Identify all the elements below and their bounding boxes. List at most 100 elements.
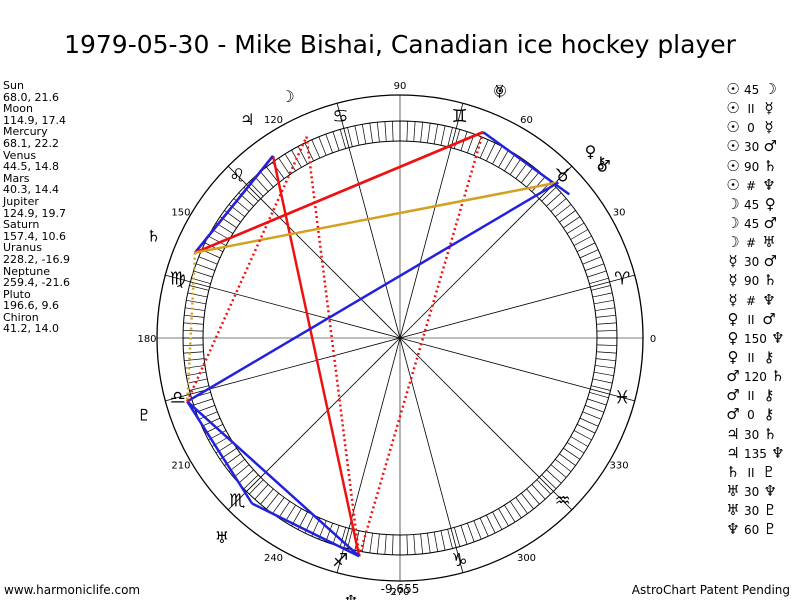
aspect-row: ♆ 60 ♇ bbox=[725, 520, 800, 539]
footer-website[interactable]: www.harmoniclife.com bbox=[4, 583, 141, 597]
position-value-uranus: 228.2, -16.9 bbox=[3, 252, 70, 266]
degree-tick bbox=[183, 322, 204, 325]
position-name-saturn: Saturn bbox=[3, 218, 40, 232]
aspect-planet-1: ♂ bbox=[726, 405, 740, 424]
aspect-row: ♅ 30 ♆ bbox=[725, 482, 800, 501]
aspect-planet-2: ⚷ bbox=[763, 386, 775, 405]
zodiac-sign-icon: ♏ bbox=[229, 491, 245, 512]
aspect-line bbox=[251, 502, 360, 558]
aspect-planet-2: ♄ bbox=[763, 271, 777, 290]
degree-label: 330 bbox=[610, 461, 629, 472]
degree-tick bbox=[184, 314, 205, 318]
aspect-type: 90 bbox=[744, 159, 760, 174]
aspect-row: ☉ II ☿ bbox=[725, 99, 800, 118]
degree-tick bbox=[193, 398, 213, 406]
aspect-planet-2: ♆ bbox=[771, 328, 785, 347]
degree-tick bbox=[339, 129, 347, 149]
degree-tick bbox=[406, 121, 408, 142]
position-name-uranus: Uranus bbox=[3, 241, 42, 255]
degree-tick bbox=[260, 488, 274, 505]
position-value-moon: 114.9, 17.4 bbox=[3, 113, 66, 127]
degree-tick bbox=[595, 307, 615, 311]
aspect-planet-2: ☽ bbox=[763, 80, 777, 98]
sign-spoke bbox=[336, 337, 401, 573]
aspect-line bbox=[194, 155, 274, 254]
degree-tick bbox=[589, 391, 609, 399]
degree-tick bbox=[260, 171, 274, 188]
position-name-pluto: Pluto bbox=[3, 287, 31, 301]
degree-tick bbox=[573, 235, 592, 246]
sign-spoke bbox=[165, 274, 401, 339]
aspect-planet-1: ♄ bbox=[726, 462, 740, 481]
position-value-pluto: 196.6, 9.6 bbox=[3, 299, 59, 313]
aspect-planet-1: ☉ bbox=[726, 118, 740, 137]
degree-tick bbox=[526, 488, 540, 505]
aspect-type: 135 bbox=[744, 446, 767, 461]
degree-tick bbox=[272, 497, 285, 514]
aspect-planet-1: ♃ bbox=[726, 443, 740, 462]
degree-tick bbox=[591, 285, 611, 291]
aspect-planet-1: ♂ bbox=[726, 386, 740, 405]
sign-spoke bbox=[399, 337, 573, 511]
sign-spoke bbox=[165, 337, 401, 402]
degree-tick bbox=[318, 136, 327, 156]
position-value-saturn: 157.4, 10.6 bbox=[3, 229, 66, 243]
sign-spoke bbox=[336, 103, 401, 339]
aspect-row: ☽ 45 ♂ bbox=[725, 214, 800, 233]
degree-tick bbox=[189, 385, 209, 391]
degree-tick bbox=[369, 123, 373, 143]
degree-tick bbox=[186, 371, 207, 377]
zodiac-sign-icon: ♌ bbox=[229, 165, 245, 186]
zodiac-sign-icon: ♈ bbox=[614, 268, 630, 289]
planet-mars-icon: ♂ bbox=[596, 156, 610, 175]
aspect-type: 150 bbox=[744, 331, 767, 346]
degree-tick bbox=[550, 198, 567, 212]
aspect-planet-2: ⚷ bbox=[763, 347, 775, 366]
degree-tick bbox=[447, 529, 453, 549]
aspect-planet-2: ♄ bbox=[763, 424, 777, 443]
aspect-type: 120 bbox=[744, 370, 767, 385]
degree-tick bbox=[433, 531, 439, 552]
aspect-row: ☉ # ♆ bbox=[725, 176, 800, 195]
degree-tick bbox=[596, 330, 617, 332]
degree-tick bbox=[521, 166, 534, 183]
zodiac-sign-icon: ♐ bbox=[332, 550, 348, 571]
zodiac-sign-icon: ♎ bbox=[170, 388, 186, 409]
zodiac-sign-icon: ♒ bbox=[555, 491, 571, 512]
degree-label: 270 bbox=[390, 587, 409, 598]
degree-label: 60 bbox=[520, 115, 533, 126]
position-name-chiron: Chiron bbox=[3, 310, 39, 324]
degree-tick bbox=[504, 153, 516, 172]
degree-tick bbox=[509, 501, 522, 519]
aspect-type: 90 bbox=[744, 274, 760, 289]
sign-spoke bbox=[399, 165, 573, 339]
degree-tick bbox=[479, 139, 489, 159]
sign-spoke bbox=[399, 337, 635, 402]
degree-tick bbox=[509, 157, 522, 175]
degree-tick bbox=[243, 474, 259, 489]
degree-tick bbox=[208, 235, 227, 246]
degree-tick bbox=[579, 417, 599, 427]
degree-label: 90 bbox=[394, 81, 407, 92]
aspect-planet-2: ♆ bbox=[763, 481, 777, 500]
degree-tick bbox=[595, 314, 616, 318]
degree-tick bbox=[184, 358, 205, 362]
degree-tick bbox=[347, 127, 353, 147]
degree-tick bbox=[392, 121, 394, 142]
aspect-row: ☉ 0 ☿ bbox=[725, 118, 800, 137]
degree-tick bbox=[297, 146, 308, 165]
degree-tick bbox=[555, 204, 572, 217]
zodiac-sign-icon: ♑ bbox=[451, 550, 467, 571]
degree-tick bbox=[584, 263, 605, 271]
aspect-type: 60 bbox=[744, 523, 760, 538]
aspect-planet-1: ☉ bbox=[726, 80, 740, 98]
aspect-planet-2: ♂ bbox=[762, 309, 776, 328]
degree-tick bbox=[584, 405, 605, 413]
aspect-planet-2: ♇ bbox=[762, 462, 776, 481]
aspect-planet-1: ☽ bbox=[726, 233, 740, 252]
aspect-type: II bbox=[747, 350, 755, 365]
degree-tick bbox=[460, 525, 468, 545]
degree-tick bbox=[570, 229, 589, 240]
aspect-row: ♂ II ⚷ bbox=[725, 386, 800, 405]
degree-tick bbox=[187, 378, 208, 384]
